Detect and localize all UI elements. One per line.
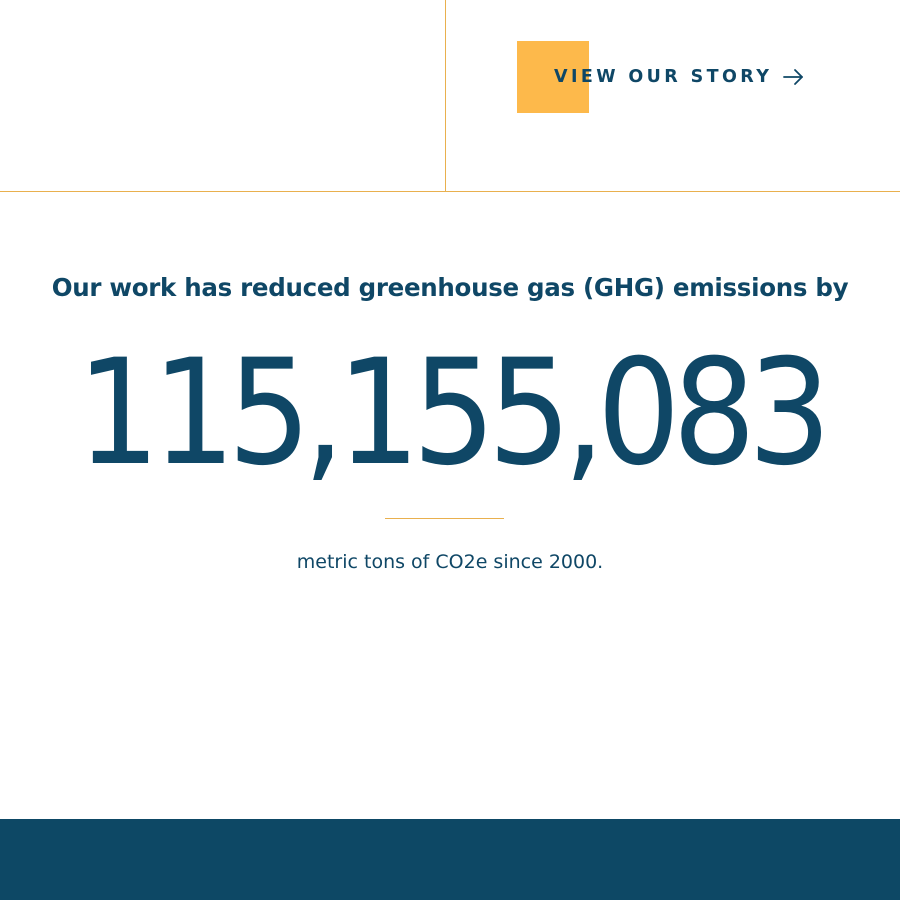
accent-rule	[385, 518, 504, 519]
cta-accent-square	[517, 41, 589, 113]
footer-band	[0, 819, 900, 900]
stats-headline: Our work has reduced greenhouse gas (GHG…	[51, 273, 849, 302]
cta-label: VIEW OUR STORY	[554, 67, 773, 87]
view-our-story-link[interactable]: VIEW OUR STORY	[517, 41, 817, 113]
top-band: VIEW OUR STORY	[0, 0, 900, 192]
emissions-counter: 115,155,083	[76, 328, 832, 498]
stats-caption: metric tons of CO2e since 2000.	[296, 551, 604, 573]
vertical-divider	[445, 0, 446, 192]
arrow-right-icon	[781, 65, 807, 89]
